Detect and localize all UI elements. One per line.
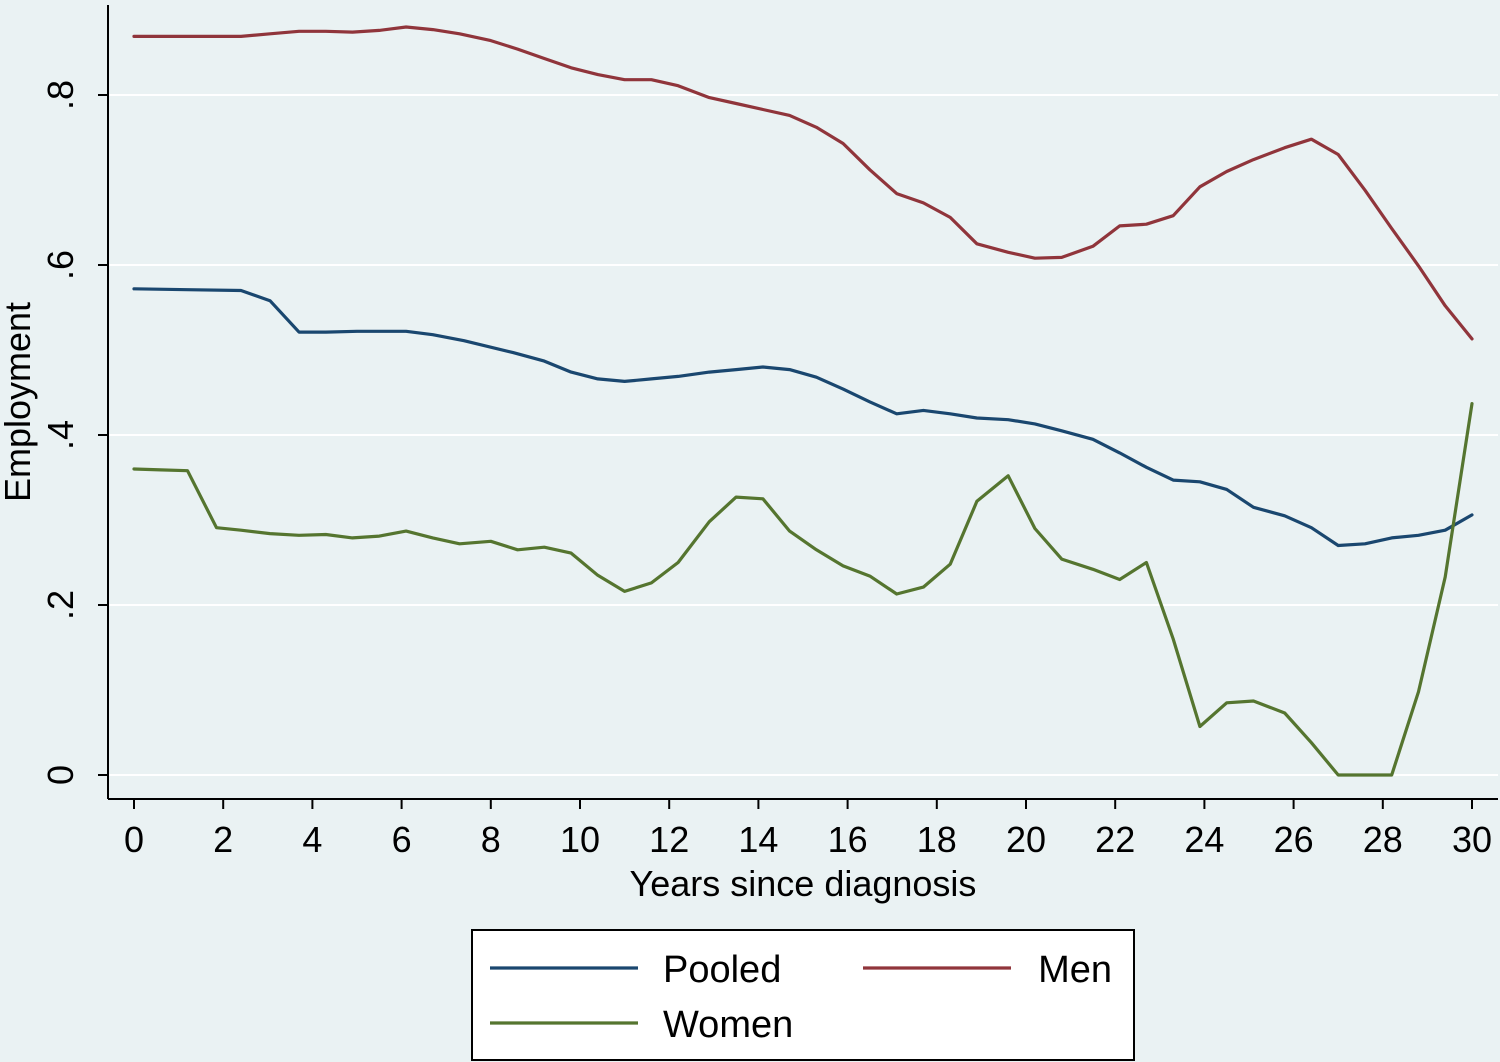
x-tick-label-12: 24 — [1184, 819, 1224, 860]
series-line-pooled — [132, 287, 1474, 548]
series-group — [132, 25, 1474, 777]
x-ticks: 0 2 4 6 8 10 12 14 16 18 20 22 24 26 28 30 — [124, 799, 1492, 860]
x-tick-label-6: 12 — [649, 819, 689, 860]
x-tick-label-13: 26 — [1274, 819, 1314, 860]
x-tick-label-10: 20 — [1006, 819, 1046, 860]
x-tick-label-1: 2 — [213, 819, 233, 860]
x-tick-label-15: 30 — [1452, 819, 1492, 860]
y-axis-title: Employment — [0, 302, 38, 502]
x-tick-label-8: 16 — [828, 819, 868, 860]
gridlines — [108, 94, 1498, 776]
x-tick-label-11: 22 — [1095, 819, 1135, 860]
legend-label-pooled: Pooled — [663, 949, 781, 991]
y-tick-label-3: .6 — [40, 250, 81, 280]
legend-label-women: Women — [663, 1004, 793, 1046]
y-ticks: 0 .2 .4 .6 .8 — [40, 80, 108, 785]
y-tick-label-4: .8 — [40, 80, 81, 110]
axes — [107, 5, 1498, 800]
legend-label-men: Men — [1038, 949, 1112, 991]
x-tick-label-4: 8 — [481, 819, 501, 860]
series-line-women — [132, 402, 1474, 777]
x-tick-label-5: 10 — [560, 819, 600, 860]
x-tick-label-9: 18 — [917, 819, 957, 860]
y-tick-label-0: 0 — [40, 765, 81, 785]
x-tick-label-0: 0 — [124, 819, 144, 860]
legend-box — [471, 929, 1135, 1061]
y-tick-label-1: .2 — [40, 590, 81, 620]
x-tick-label-2: 4 — [302, 819, 322, 860]
x-tick-label-14: 28 — [1363, 819, 1403, 860]
x-axis-title: Years since diagnosis — [630, 863, 977, 904]
x-tick-label-3: 6 — [392, 819, 412, 860]
x-tick-label-7: 14 — [738, 819, 778, 860]
plot-area — [108, 5, 1498, 799]
series-line-men — [132, 25, 1474, 341]
y-tick-label-2: .4 — [40, 420, 81, 450]
legend: Pooled Men Women — [471, 929, 1135, 1061]
